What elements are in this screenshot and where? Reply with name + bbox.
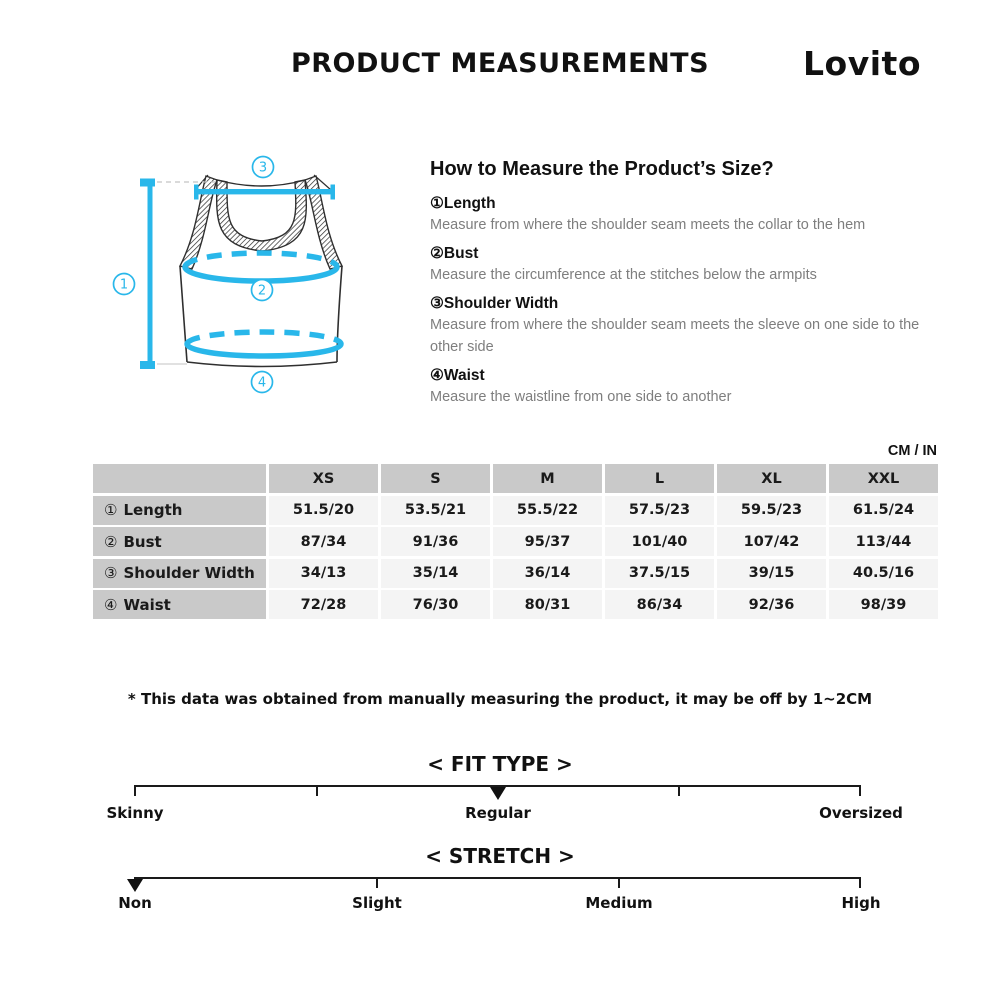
stretch-label-high: High [841, 894, 881, 912]
table-value: 57.5/23 [605, 495, 714, 525]
row-header-shoulder-width: ③ Shoulder Width [93, 558, 266, 588]
table-value: 39/15 [717, 558, 826, 588]
tank-top-outline [179, 174, 343, 368]
waist-measure-ellipse [184, 329, 344, 359]
table-value: 86/34 [605, 590, 714, 619]
collar-top-edge [216, 179, 306, 187]
col-header-l: L [605, 464, 714, 493]
fit-type-tick [316, 785, 318, 796]
fit-type-label-regular: Regular [465, 804, 531, 822]
instruction-title-waist: ④Waist [430, 367, 485, 384]
svg-text:1: 1 [120, 278, 128, 293]
row-header-length: ① Length [93, 495, 266, 525]
table-value: 107/42 [717, 527, 826, 556]
instruction-desc-waist: Measure the waistline from one side to a… [430, 389, 732, 405]
table-value: 76/30 [381, 590, 490, 619]
table-value: 98/39 [829, 590, 938, 619]
bust-measure-ellipse [182, 250, 340, 284]
table-value: 91/36 [381, 527, 490, 556]
callout-waist: 4 [250, 370, 274, 394]
row-header-waist: ④ Waist [93, 590, 266, 619]
table-value: 34/13 [269, 558, 378, 588]
table-value: 92/36 [717, 590, 826, 619]
instruction-title-bust: ②Bust [430, 245, 479, 262]
fit-type-tick [134, 785, 136, 796]
stretch-label-non: Non [118, 894, 152, 912]
row-header-bust: ② Bust [93, 527, 266, 556]
stretch-label-slight: Slight [352, 894, 402, 912]
stretch-tick [859, 877, 861, 888]
table-value: 59.5/23 [717, 495, 826, 525]
table-value: 113/44 [829, 527, 938, 556]
table-value: 95/37 [493, 527, 602, 556]
stretch-scale-line [135, 877, 861, 879]
length-dimension-line [140, 178, 155, 369]
table-value: 51.5/20 [269, 495, 378, 525]
instruction-desc-shoulder: Measure from where the shoulder seam mee… [430, 317, 920, 355]
callout-shoulder: 3 [251, 155, 275, 179]
table-value: 72/28 [269, 590, 378, 619]
measure-instructions: How to Measure the Product’s Size? ①Leng… [430, 158, 944, 408]
table-value: 37.5/15 [605, 558, 714, 588]
tank-top-straps [178, 175, 344, 270]
instruction-desc-length: Measure from where the shoulder seam mee… [430, 217, 866, 233]
callout-bust: 2 [250, 278, 274, 302]
table-value: 35/14 [381, 558, 490, 588]
page-title: PRODUCT MEASUREMENTS [290, 48, 710, 79]
col-header-xs: XS [269, 464, 378, 493]
table-value: 80/31 [493, 590, 602, 619]
stretch-tick [376, 877, 378, 888]
fit-type-label-skinny: Skinny [106, 804, 164, 822]
fit-type-tick [678, 785, 680, 796]
table-value: 61.5/24 [829, 495, 938, 525]
instruction-desc-bust: Measure the circumference at the stitche… [430, 267, 817, 283]
stretch-marker [127, 879, 143, 892]
fit-type-title: < FIT TYPE > [427, 752, 573, 776]
unit-label: CM / IN [887, 443, 937, 459]
instructions-heading: How to Measure the Product’s Size? [430, 158, 774, 180]
shoulder-width-dimension-line [194, 184, 335, 200]
instruction-title-shoulder: ③Shoulder Width [430, 295, 559, 312]
fit-type-marker [490, 787, 506, 800]
measurement-disclaimer: * This data was obtained from manually m… [127, 690, 873, 708]
fit-type-tick [859, 785, 861, 796]
instruction-title-length: ①Length [430, 195, 496, 212]
stretch-label-medium: Medium [585, 894, 653, 912]
brand-logo: Lovito [803, 44, 921, 83]
callout-length: 1 [112, 272, 136, 296]
table-value: 36/14 [493, 558, 602, 588]
col-header-xl: XL [717, 464, 826, 493]
table-value: 53.5/21 [381, 495, 490, 525]
size-table: XS S M L XL XXL ① Length 51.5/20 53.5/21 … [93, 464, 938, 619]
col-header-m: M [493, 464, 602, 493]
table-value: 40.5/16 [829, 558, 938, 588]
col-header-xxl: XXL [829, 464, 938, 493]
table-corner-cell [93, 464, 266, 493]
svg-text:4: 4 [258, 376, 266, 391]
col-header-s: S [381, 464, 490, 493]
stretch-title: < STRETCH > [425, 844, 575, 868]
tank-top-measurement-diagram: 1 2 3 4 [112, 155, 344, 394]
table-value: 55.5/22 [493, 495, 602, 525]
fit-type-label-oversized: Oversized [819, 804, 903, 822]
table-value: 101/40 [605, 527, 714, 556]
svg-text:2: 2 [258, 284, 266, 299]
table-value: 87/34 [269, 527, 378, 556]
stretch-tick [618, 877, 620, 888]
svg-text:3: 3 [259, 161, 267, 176]
